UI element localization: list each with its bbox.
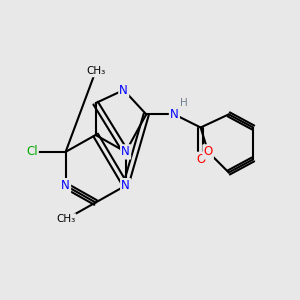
Text: N: N bbox=[121, 146, 130, 158]
Text: N: N bbox=[121, 179, 130, 192]
Text: CH₃: CH₃ bbox=[86, 66, 105, 76]
Text: CH₃: CH₃ bbox=[56, 214, 75, 224]
Text: Cl: Cl bbox=[26, 146, 38, 158]
Text: N: N bbox=[61, 179, 70, 192]
Text: N: N bbox=[170, 108, 179, 121]
Text: H: H bbox=[180, 98, 188, 108]
Text: O: O bbox=[196, 153, 205, 166]
Text: N: N bbox=[119, 83, 128, 97]
Text: O: O bbox=[203, 146, 213, 158]
